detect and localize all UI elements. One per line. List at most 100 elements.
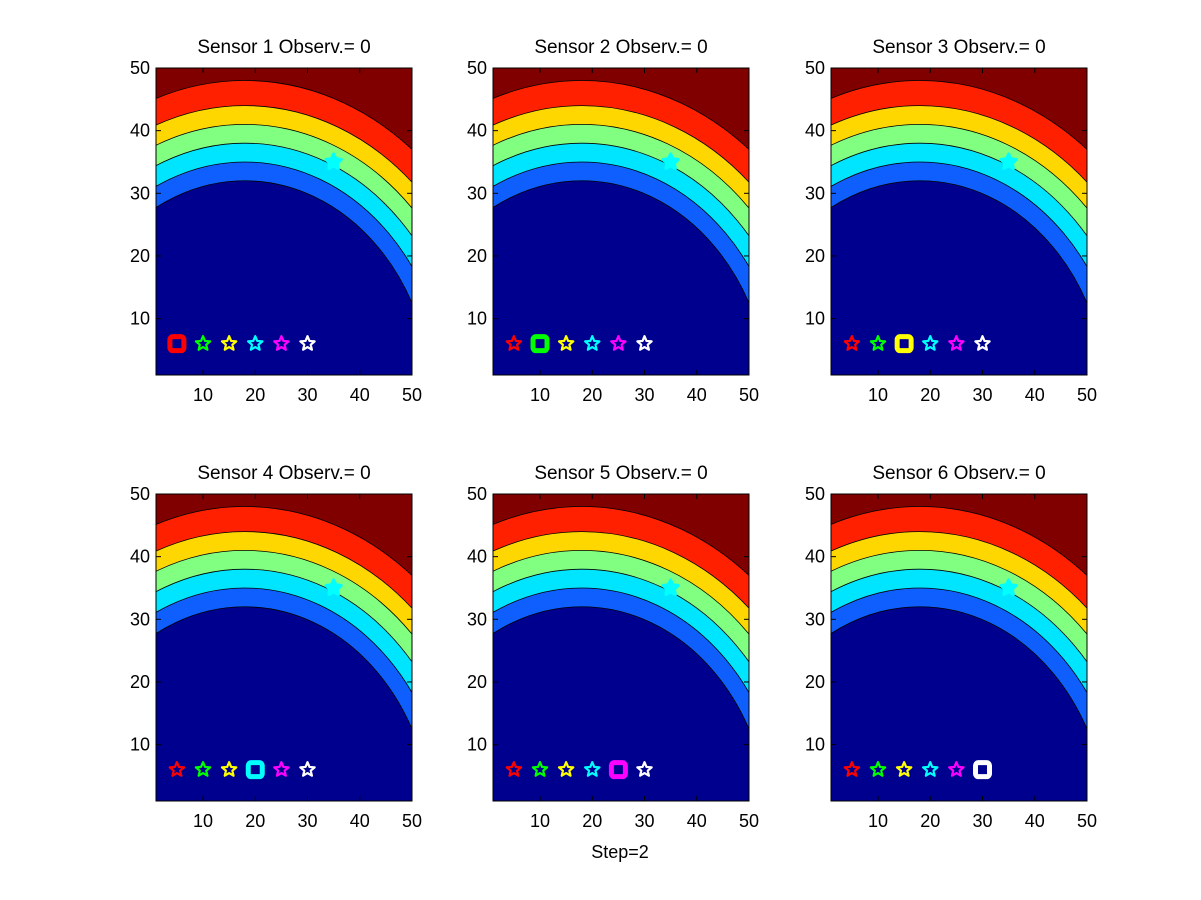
y-tick-label: 10 bbox=[130, 735, 150, 755]
y-tick-label: 10 bbox=[805, 309, 825, 329]
y-tick-label: 50 bbox=[130, 58, 150, 78]
sensor-5-active-marker bbox=[608, 760, 628, 780]
y-tick-label: 30 bbox=[130, 609, 150, 629]
sensor-3-marker bbox=[895, 761, 913, 777]
contour-fill bbox=[156, 494, 412, 801]
subplot-title: Sensor 2 Observ.= 0 bbox=[534, 37, 707, 58]
sensor-4-marker bbox=[584, 761, 601, 777]
sensor-3-marker bbox=[557, 335, 575, 351]
y-tick-label: 10 bbox=[467, 309, 487, 329]
axes-box bbox=[155, 67, 413, 376]
x-tick-label: 40 bbox=[687, 385, 707, 405]
contour-band-1 bbox=[493, 180, 749, 375]
x-tick-label: 40 bbox=[350, 385, 370, 405]
sensor-2-marker bbox=[194, 761, 212, 777]
sensor-6-marker bbox=[974, 335, 991, 351]
y-tick-label: 40 bbox=[805, 121, 825, 141]
x-tick-label: 10 bbox=[193, 385, 213, 405]
x-tick-label: 50 bbox=[739, 811, 759, 831]
sensor-3-active-marker bbox=[894, 334, 914, 354]
target-marker bbox=[661, 578, 680, 596]
contour-fill bbox=[493, 494, 749, 801]
x-tick-label: 50 bbox=[1077, 811, 1097, 831]
sensor-4-marker bbox=[922, 335, 939, 351]
axes-box bbox=[492, 67, 750, 376]
x-tick-label: 40 bbox=[1025, 811, 1045, 831]
x-tick-label: 20 bbox=[920, 811, 940, 831]
sensor-2-marker bbox=[869, 761, 887, 777]
subplot-title: Sensor 1 Observ.= 0 bbox=[197, 37, 370, 58]
sensor-5-marker bbox=[948, 761, 965, 777]
sensor-6-marker bbox=[299, 761, 316, 777]
y-tick-label: 30 bbox=[805, 609, 825, 629]
x-tick-label: 10 bbox=[868, 811, 888, 831]
sensor-6-marker bbox=[636, 761, 653, 777]
target-marker bbox=[999, 152, 1018, 170]
target-marker bbox=[324, 578, 343, 596]
y-tick-label: 50 bbox=[467, 58, 487, 78]
subplot-title: Sensor 4 Observ.= 0 bbox=[197, 463, 370, 484]
sensor-2-marker bbox=[531, 761, 549, 777]
contour-band-1 bbox=[156, 180, 412, 375]
contour-band-1 bbox=[156, 606, 412, 801]
y-tick-label: 30 bbox=[467, 183, 487, 203]
axes-box bbox=[492, 493, 750, 802]
sensor-5-marker bbox=[273, 761, 290, 777]
target-marker bbox=[324, 152, 343, 170]
subplot-title: Sensor 6 Observ.= 0 bbox=[872, 463, 1045, 484]
x-tick-label: 30 bbox=[634, 811, 654, 831]
x-tick-label: 40 bbox=[350, 811, 370, 831]
sensor-2-marker bbox=[869, 335, 887, 351]
figure-xlabel: Step=2 bbox=[591, 842, 649, 862]
sensor-3-marker bbox=[220, 761, 238, 777]
y-tick-label: 20 bbox=[130, 246, 150, 266]
y-tick-label: 40 bbox=[467, 121, 487, 141]
x-tick-label: 50 bbox=[1077, 385, 1097, 405]
axes-box bbox=[830, 67, 1088, 376]
x-tick-label: 50 bbox=[402, 385, 422, 405]
subplot-5: 10 20 30 40 50 10 20 30 40 50 Sensor 5 Observ.= 0 bbox=[467, 463, 759, 831]
y-tick-label: 30 bbox=[805, 183, 825, 203]
subplot-title: Sensor 3 Observ.= 0 bbox=[872, 37, 1045, 58]
sensor-6-marker bbox=[636, 335, 653, 351]
x-tick-label: 30 bbox=[972, 811, 992, 831]
sensor-5-marker bbox=[610, 335, 627, 351]
sensor-2-active-marker bbox=[530, 334, 550, 354]
x-tick-label: 10 bbox=[868, 385, 888, 405]
sensor-6-active-marker bbox=[973, 760, 993, 780]
sensor-3-marker bbox=[557, 761, 575, 777]
x-tick-label: 30 bbox=[297, 811, 317, 831]
contour-fill bbox=[831, 68, 1087, 375]
x-tick-label: 20 bbox=[582, 385, 602, 405]
x-tick-label: 20 bbox=[582, 811, 602, 831]
contour-fill bbox=[156, 68, 412, 375]
y-tick-label: 50 bbox=[130, 484, 150, 504]
sensor-5-marker bbox=[273, 335, 290, 351]
y-tick-label: 40 bbox=[805, 547, 825, 567]
y-tick-label: 10 bbox=[130, 309, 150, 329]
sensor-4-active-marker bbox=[245, 760, 265, 780]
y-tick-label: 20 bbox=[805, 246, 825, 266]
contour-band-1 bbox=[831, 606, 1087, 801]
sensor-6-marker bbox=[299, 335, 316, 351]
x-tick-label: 10 bbox=[193, 811, 213, 831]
sensor-1-marker bbox=[505, 761, 523, 777]
sensor-2-marker bbox=[194, 335, 212, 351]
y-tick-label: 40 bbox=[130, 547, 150, 567]
y-tick-label: 20 bbox=[805, 672, 825, 692]
subplot-6: 10 20 30 40 50 10 20 30 40 50 Sensor 6 Observ.= 0 bbox=[805, 463, 1097, 831]
sensor-5-marker bbox=[948, 335, 965, 351]
y-tick-label: 40 bbox=[467, 547, 487, 567]
subplot-1: 10 20 30 40 50 10 20 30 40 50 Sensor 1 Observ.= 0 bbox=[130, 37, 422, 405]
sensor-3-marker bbox=[220, 335, 238, 351]
y-tick-label: 20 bbox=[130, 672, 150, 692]
y-tick-label: 10 bbox=[467, 735, 487, 755]
sensor-4-marker bbox=[247, 335, 264, 351]
sensor-1-marker bbox=[843, 761, 861, 777]
x-tick-label: 10 bbox=[530, 385, 550, 405]
subplot-3: 10 20 30 40 50 10 20 30 40 50 Sensor 3 Observ.= 0 bbox=[805, 37, 1097, 405]
axes-box bbox=[155, 493, 413, 802]
x-tick-label: 50 bbox=[402, 811, 422, 831]
y-tick-label: 20 bbox=[467, 672, 487, 692]
